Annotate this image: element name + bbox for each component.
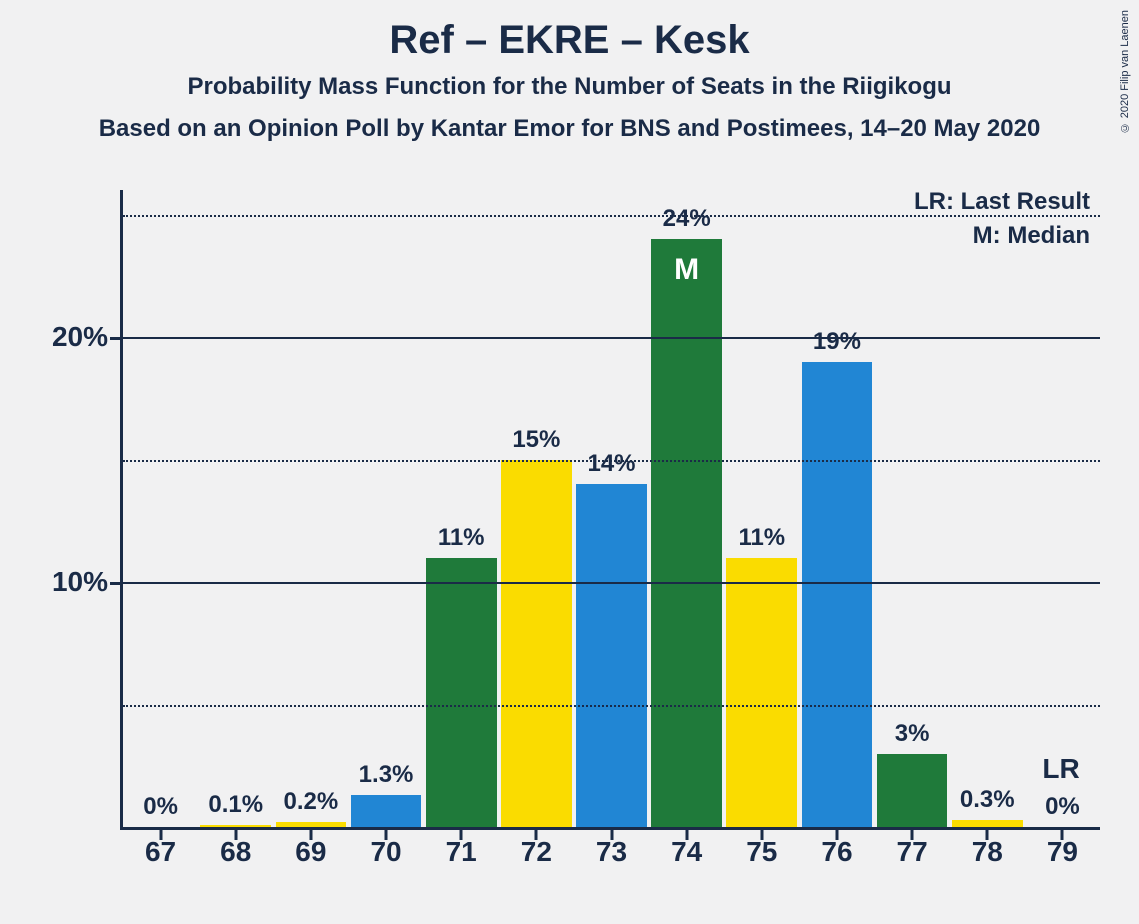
bar: 24%M	[651, 239, 722, 827]
bar-value-label: 0.3%	[952, 786, 1023, 814]
x-tick-label: 77	[897, 836, 928, 868]
bar: 1.3%	[351, 795, 422, 827]
bar: 14%	[576, 484, 647, 827]
x-tick	[760, 830, 763, 840]
x-tick-label: 75	[746, 836, 777, 868]
y-tick	[110, 337, 120, 340]
x-tick-label: 76	[821, 836, 852, 868]
x-tick	[610, 830, 613, 840]
x-tick-label: 74	[671, 836, 702, 868]
gridline	[123, 215, 1100, 217]
x-tick-label: 67	[145, 836, 176, 868]
bar-value-label: 15%	[501, 426, 572, 454]
x-tick	[309, 830, 312, 840]
x-tick	[835, 830, 838, 840]
x-tick-label: 70	[370, 836, 401, 868]
bar-value-label: 1.3%	[351, 761, 422, 789]
title-block: Ref – EKRE – Kesk Probability Mass Funct…	[0, 0, 1139, 143]
bar: 0.2%	[276, 822, 347, 827]
x-tick	[159, 830, 162, 840]
chart-subtitle-1: Probability Mass Function for the Number…	[0, 73, 1139, 101]
bar: 0.3%	[952, 820, 1023, 827]
x-tick-label: 68	[220, 836, 251, 868]
bars-container: 0%0.1%0.2%1.3%11%15%14%24%M11%19%3%0.3%0…	[123, 190, 1100, 827]
bar-value-label: 24%	[651, 205, 722, 233]
plot-area: LR: Last Result M: Median 0%0.1%0.2%1.3%…	[120, 190, 1100, 830]
x-tick	[911, 830, 914, 840]
gridline	[123, 337, 1100, 339]
copyright-text: © 2020 Filip van Laenen	[1119, 10, 1131, 133]
gridline	[123, 460, 1100, 462]
x-tick	[986, 830, 989, 840]
x-tick	[535, 830, 538, 840]
x-tick-label: 79	[1047, 836, 1078, 868]
median-marker: M	[651, 253, 722, 287]
gridline	[123, 582, 1100, 584]
y-tick	[110, 582, 120, 585]
chart-title: Ref – EKRE – Kesk	[0, 18, 1139, 63]
bar-value-label: 19%	[802, 328, 873, 356]
x-tick	[460, 830, 463, 840]
bar-value-label: 0%	[1027, 793, 1098, 821]
x-tick-label: 69	[295, 836, 326, 868]
x-tick	[1061, 830, 1064, 840]
bar-value-label: 3%	[877, 720, 948, 748]
x-tick-label: 78	[972, 836, 1003, 868]
bar: 11%	[426, 558, 497, 828]
y-tick-label: 20%	[8, 321, 108, 353]
x-tick	[685, 830, 688, 840]
bar-value-label: 0.1%	[200, 791, 271, 819]
x-tick-label: 71	[446, 836, 477, 868]
bar-value-label: 11%	[426, 524, 497, 552]
bar-value-label: 11%	[726, 524, 797, 552]
x-tick	[385, 830, 388, 840]
x-tick-label: 73	[596, 836, 627, 868]
bar: 11%	[726, 558, 797, 828]
bar: 15%	[501, 460, 572, 828]
bar: 19%	[802, 362, 873, 828]
bar-value-label: 0%	[125, 793, 196, 821]
y-tick-label: 10%	[8, 566, 108, 598]
x-tick-label: 72	[521, 836, 552, 868]
bar-value-label: 14%	[576, 450, 647, 478]
last-result-label: LR	[1042, 753, 1079, 785]
gridline	[123, 705, 1100, 707]
x-tick	[234, 830, 237, 840]
chart-container: © 2020 Filip van Laenen Ref – EKRE – Kes…	[0, 0, 1139, 924]
bar: 3%	[877, 754, 948, 828]
chart-subtitle-2: Based on an Opinion Poll by Kantar Emor …	[0, 115, 1139, 143]
bar-value-label: 0.2%	[276, 788, 347, 816]
bar: 0.1%	[200, 825, 271, 827]
